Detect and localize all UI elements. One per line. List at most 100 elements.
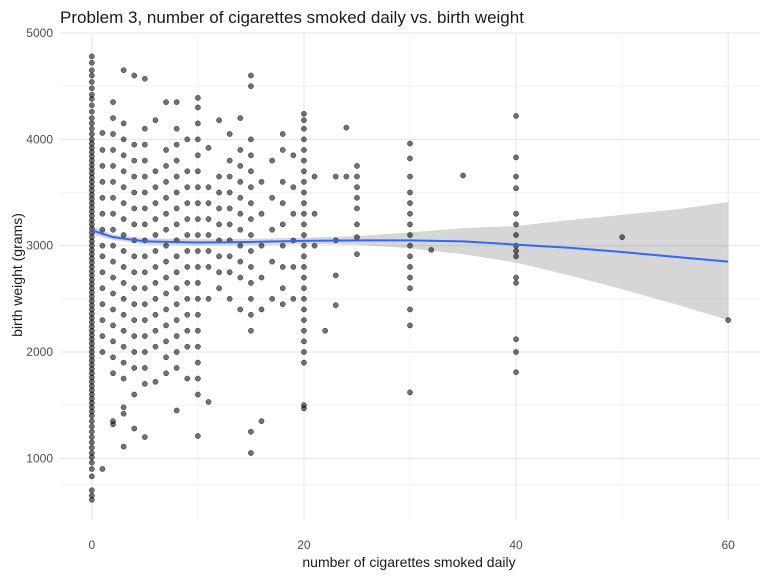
data-point xyxy=(184,232,191,238)
data-point xyxy=(407,253,413,260)
y-axis-ticks: 1000 2000 3000 4000 5000 xyxy=(26,26,53,465)
data-point xyxy=(354,205,360,212)
data-point xyxy=(258,306,265,313)
data-point xyxy=(131,253,138,260)
data-point xyxy=(513,221,519,228)
data-point xyxy=(120,184,127,191)
data-point xyxy=(141,253,148,260)
data-point xyxy=(120,248,127,254)
data-point xyxy=(131,157,138,164)
data-point xyxy=(99,179,106,185)
data-point xyxy=(513,280,519,286)
data-point xyxy=(88,412,95,419)
data-point xyxy=(195,232,201,238)
data-point xyxy=(88,466,95,472)
data-point xyxy=(173,317,180,323)
data-point xyxy=(237,210,244,217)
data-point xyxy=(290,295,297,302)
data-point xyxy=(248,72,254,79)
data-point xyxy=(88,434,95,440)
data-point xyxy=(173,205,180,212)
y-axis-label: birth weight (grams) xyxy=(9,213,25,337)
data-point xyxy=(226,157,233,164)
data-point xyxy=(99,210,106,217)
data-point xyxy=(248,311,254,318)
data-point xyxy=(88,454,95,461)
data-point xyxy=(343,124,350,131)
data-point xyxy=(163,306,169,313)
data-point xyxy=(407,285,413,292)
data-point xyxy=(354,194,360,201)
data-point xyxy=(163,290,169,297)
data-point xyxy=(131,391,138,398)
data-point xyxy=(226,221,233,228)
data-point xyxy=(184,248,191,254)
data-point xyxy=(407,140,413,147)
data-point xyxy=(88,131,95,137)
data-point xyxy=(407,155,413,162)
data-point xyxy=(88,102,95,109)
data-point xyxy=(279,179,286,185)
data-point xyxy=(301,253,307,260)
data-point xyxy=(88,439,95,446)
data-point xyxy=(110,274,116,281)
data-point xyxy=(216,253,222,260)
data-point xyxy=(407,221,413,228)
data-point xyxy=(269,226,275,233)
data-point xyxy=(343,173,350,180)
data-point xyxy=(141,365,148,371)
data-point xyxy=(88,473,95,480)
data-point xyxy=(195,136,201,143)
data-point xyxy=(195,104,201,111)
data-point xyxy=(301,136,307,143)
data-point xyxy=(279,242,286,249)
scatter-points xyxy=(88,53,732,503)
data-point xyxy=(513,113,519,119)
data-point xyxy=(152,248,159,254)
data-point xyxy=(152,117,159,124)
data-point xyxy=(237,242,244,249)
data-point xyxy=(301,359,307,366)
data-point xyxy=(407,173,413,180)
data-point xyxy=(290,152,297,159)
data-point xyxy=(120,67,127,74)
data-point xyxy=(110,194,116,201)
data-point xyxy=(407,242,413,249)
data-point xyxy=(428,247,435,253)
data-point xyxy=(131,269,138,276)
data-point xyxy=(195,200,201,206)
data-point xyxy=(301,210,307,217)
data-point xyxy=(513,173,519,180)
data-point xyxy=(269,258,275,265)
data-point xyxy=(99,301,106,307)
data-point xyxy=(141,75,148,82)
data-point xyxy=(141,125,148,132)
data-point xyxy=(301,168,307,175)
data-point xyxy=(279,221,286,228)
data-point xyxy=(248,295,254,302)
data-point xyxy=(513,154,519,161)
data-point xyxy=(301,317,307,323)
data-point xyxy=(513,210,519,217)
data-point xyxy=(258,418,265,424)
data-point xyxy=(184,311,191,318)
data-point xyxy=(226,173,233,180)
data-point xyxy=(110,354,116,361)
data-point xyxy=(88,96,95,102)
data-point xyxy=(216,173,222,180)
data-point xyxy=(152,200,159,206)
data-point xyxy=(216,269,222,276)
data-point xyxy=(120,216,127,222)
data-point xyxy=(173,333,180,339)
data-point xyxy=(163,179,169,185)
data-point xyxy=(141,141,148,148)
data-point xyxy=(226,295,233,302)
data-point xyxy=(120,343,127,350)
data-point xyxy=(513,349,519,355)
data-point xyxy=(163,163,169,169)
data-point xyxy=(513,185,519,192)
data-point xyxy=(110,338,116,345)
data-point xyxy=(226,205,233,212)
data-point xyxy=(99,242,106,249)
